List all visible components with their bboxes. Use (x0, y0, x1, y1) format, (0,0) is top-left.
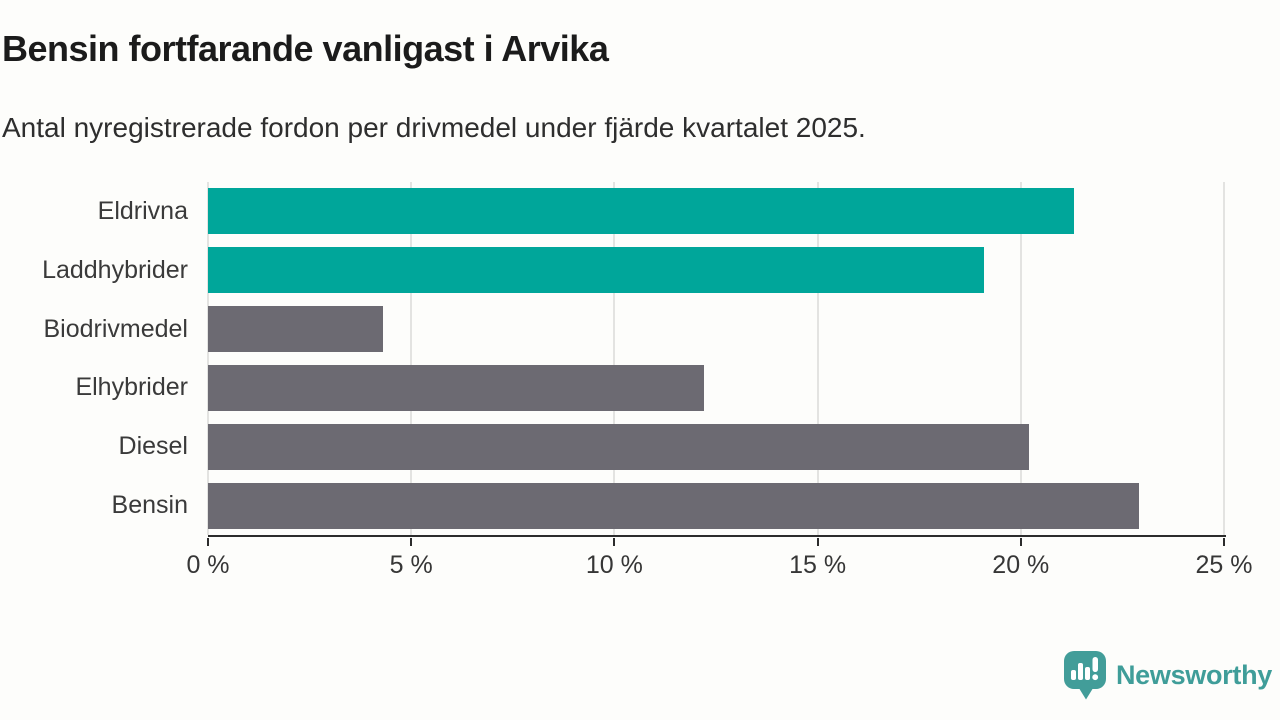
axis-tick (1019, 537, 1022, 546)
axis-tick-label: 25 % (1195, 551, 1253, 579)
bar-row-laddhybrider: Laddhybrider (42, 241, 1224, 300)
axis-tick (1223, 537, 1225, 546)
bar-row-diesel: Diesel (119, 417, 1224, 476)
axis-tick-label: 0 % (186, 551, 230, 579)
axis-tick-label: 10 % (585, 551, 643, 579)
bar-diesel (208, 423, 1029, 470)
category-label-laddhybrider: Laddhybrider (42, 255, 188, 284)
chart-subtitle: Antal nyregistrerade fordon per drivmede… (2, 112, 866, 143)
axis-tick-label: 5 % (389, 551, 433, 579)
bar-bensin (208, 482, 1139, 529)
gridline (816, 182, 819, 535)
brand-name: Newsworthy (1115, 659, 1272, 690)
category-label-diesel: Diesel (118, 432, 188, 461)
gridlines (207, 182, 1225, 535)
gridline (1019, 182, 1022, 535)
bar-row-elhybrider: Elhybrider (75, 358, 1224, 417)
brand-footer: Newsworthy (1063, 650, 1272, 700)
axis-tick (613, 537, 616, 546)
gridline (613, 182, 616, 535)
bar-eldrivna (208, 188, 1074, 235)
bar-row-eldrivna: Eldrivna (98, 182, 1224, 241)
bar-elhybrider (208, 364, 704, 411)
axis-tick-label: 15 % (789, 551, 847, 579)
bar-row-bensin: Bensin (112, 476, 1224, 535)
x-axis-line (208, 535, 1226, 537)
newsworthy-logo-icon (1063, 651, 1106, 700)
bar-row-biodrivmedel: Biodrivmedel (43, 300, 1224, 359)
category-label-biodrivmedel: Biodrivmedel (43, 314, 188, 343)
plot-area: Eldrivna Laddhybrider Biodrivmedel Elhybrid… (42, 182, 1252, 579)
axis-tick-label: 20 % (992, 551, 1050, 579)
category-label-bensin: Bensin (111, 491, 188, 520)
chart-title: Bensin fortfarande vanligast i Arvika (2, 28, 609, 69)
category-label-eldrivna: Eldrivna (97, 196, 188, 225)
bar-laddhybrider (208, 247, 985, 294)
x-axis-ticks: 0 % 5 % 10 % 15 % 20 % 25 % (186, 182, 1252, 579)
gridline (207, 182, 209, 535)
bar-biodrivmedel (208, 306, 383, 353)
axis-tick (410, 537, 413, 546)
category-label-elhybrider: Elhybrider (75, 373, 188, 402)
bar-rows: Eldrivna Laddhybrider Biodrivmedel Elhybrid… (42, 182, 1224, 535)
gridline (410, 182, 413, 535)
axis-tick (816, 537, 819, 546)
axis-tick (207, 537, 209, 546)
gridline (1223, 182, 1225, 535)
